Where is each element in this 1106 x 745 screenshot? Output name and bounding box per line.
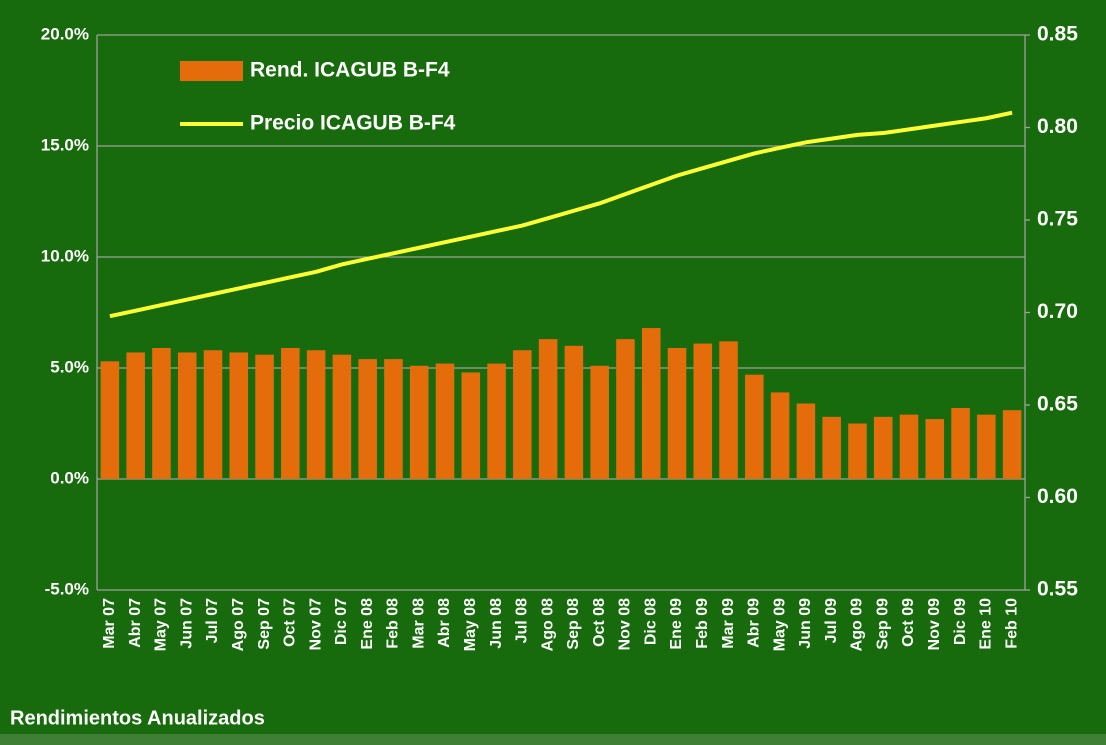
x-tick-label: Jun 09: [797, 598, 814, 649]
x-tick-label: Ago 09: [849, 598, 866, 651]
x-tick-label: Jun 08: [488, 598, 505, 649]
bar: [899, 414, 919, 479]
x-tick-label: May 07: [153, 598, 170, 651]
y2-tick-label: 0.75: [1037, 208, 1078, 231]
bar: [925, 419, 945, 479]
x-tick-label: Dic 09: [952, 598, 969, 645]
bar: [229, 352, 249, 479]
bar: [152, 348, 171, 479]
bar: [848, 423, 867, 479]
bar: [590, 365, 609, 479]
bottom-strip: [0, 734, 1106, 745]
bar: [719, 341, 738, 479]
x-tick-label: Mar 09: [720, 598, 737, 649]
x-tick-label: Sep 09: [874, 598, 891, 650]
bar: [564, 345, 584, 479]
y2-tick-label: 0.60: [1037, 485, 1078, 508]
x-tick-label: Feb 09: [694, 598, 711, 649]
y2-tick-label: 0.85: [1037, 23, 1078, 46]
bar: [255, 354, 274, 479]
bar: [435, 363, 455, 479]
bar: [487, 363, 506, 479]
y2-tick-label: 0.55: [1037, 578, 1078, 601]
bar: [796, 403, 816, 479]
y-tick-label: -5.0%: [45, 579, 89, 598]
y2-tick-label: 0.80: [1037, 115, 1078, 138]
x-tick-label: Sep 08: [565, 598, 582, 650]
x-tick-label: Nov 09: [926, 598, 943, 651]
bar: [384, 359, 403, 479]
bar: [1002, 410, 1022, 479]
x-tick-label: Jun 07: [178, 598, 195, 649]
bar: [977, 414, 996, 479]
bar: [822, 416, 841, 479]
x-tick-label: Feb 10: [1003, 598, 1020, 649]
y-tick-label: 20.0%: [41, 24, 89, 43]
bar: [513, 350, 532, 479]
y2-tick-label: 0.70: [1037, 300, 1078, 323]
bar: [873, 416, 893, 479]
y-tick-label: 15.0%: [41, 135, 89, 154]
bar: [306, 350, 326, 479]
bar: [951, 407, 970, 479]
legend-label: Rend. ICAGUB B-F4: [250, 59, 450, 82]
y-tick-label: 5.0%: [50, 357, 89, 376]
bar: [409, 365, 429, 479]
bar: [770, 392, 790, 479]
bar: [693, 343, 713, 479]
bar: [203, 350, 223, 479]
x-tick-label: Jul 07: [204, 598, 221, 643]
x-tick-label: Jul 09: [823, 598, 840, 643]
x-tick-label: Ago 07: [230, 598, 247, 651]
legend-swatch: [180, 61, 243, 81]
bar: [126, 352, 145, 479]
y-tick-label: 10.0%: [41, 246, 89, 265]
x-tick-label: Abr 07: [127, 598, 144, 648]
x-tick-label: May 09: [771, 598, 788, 651]
x-tick-label: Nov 08: [617, 598, 634, 651]
x-tick-label: Ene 09: [668, 598, 685, 650]
bar: [177, 352, 197, 479]
line: [109, 110, 1013, 319]
x-tick-label: Mar 07: [101, 598, 118, 649]
legend-label: Precio ICAGUB B-F4: [250, 112, 456, 135]
bar: [667, 348, 687, 479]
x-tick-label: Oct 09: [900, 598, 917, 647]
bar: [332, 354, 352, 479]
x-tick-label: Ene 10: [978, 598, 995, 650]
x-tick-label: Feb 08: [385, 598, 402, 649]
bar: [358, 359, 377, 479]
x-tick-label: Oct 07: [282, 598, 299, 647]
bar: [538, 339, 558, 479]
x-tick-label: May 08: [462, 598, 479, 651]
x-tick-label: Oct 08: [591, 598, 608, 647]
x-tick-label: Abr 09: [746, 598, 763, 648]
bar: [100, 361, 120, 479]
bar: [461, 372, 481, 479]
bar: [281, 348, 300, 479]
x-tick-label: Ago 08: [539, 598, 556, 651]
x-tick-label: Nov 07: [307, 598, 324, 651]
x-tick-label: Dic 08: [642, 598, 659, 645]
bar: [745, 374, 764, 479]
x-tick-label: Ene 08: [359, 598, 376, 650]
x-tick-label: Jul 08: [514, 598, 531, 643]
y-tick-label: 0.0%: [50, 468, 89, 487]
x-tick-label: Dic 07: [333, 598, 350, 645]
x-tick-label: Abr 08: [436, 598, 453, 648]
y2-tick-label: 0.65: [1037, 393, 1078, 416]
x-tick-label: Sep 07: [256, 598, 273, 650]
x-tick-label: Mar 08: [410, 598, 427, 649]
bar: [641, 328, 661, 479]
bar: [616, 339, 635, 479]
footer: Rendimientos Anualizados: [10, 707, 265, 729]
